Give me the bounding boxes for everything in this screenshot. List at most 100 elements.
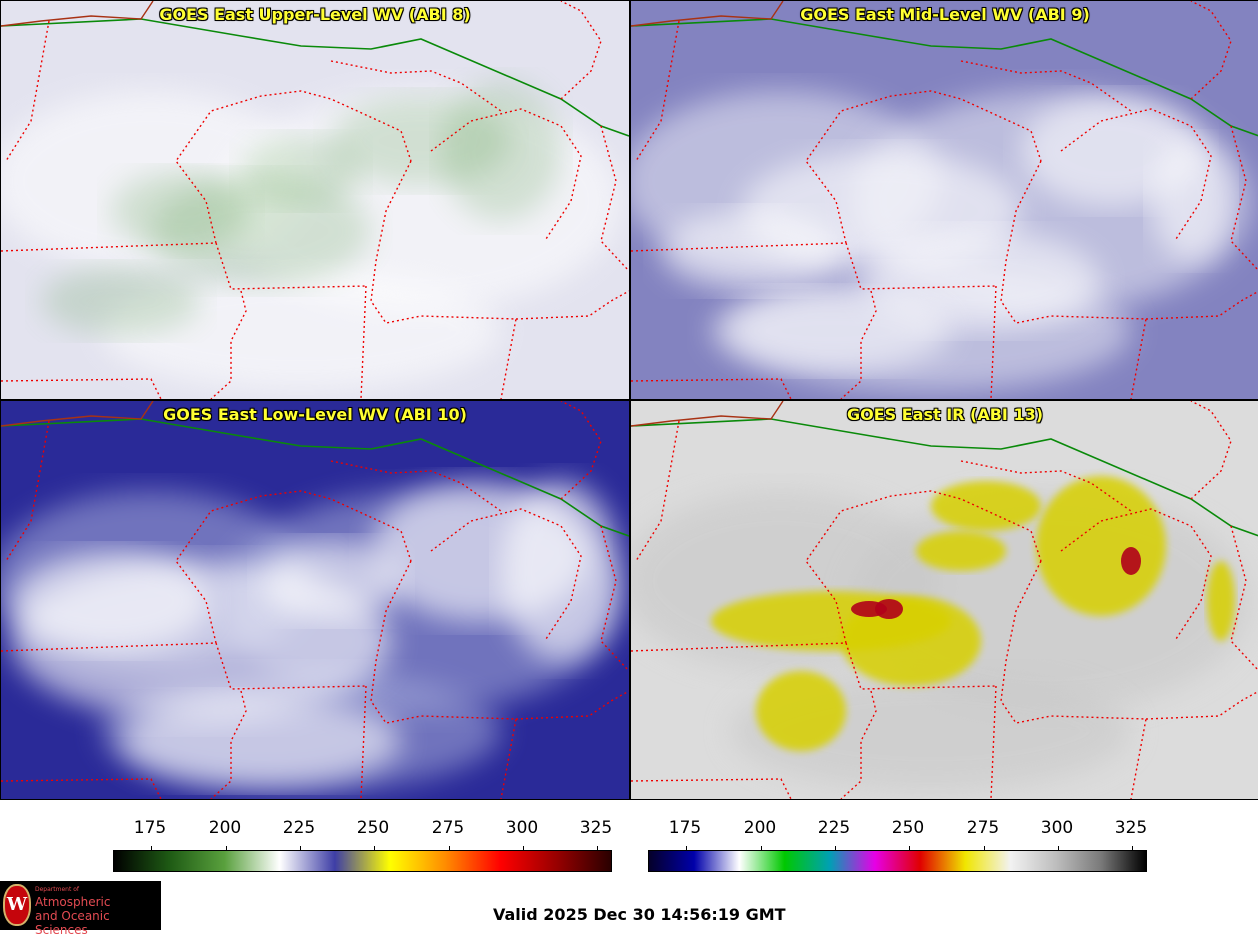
ir-colorbar bbox=[648, 846, 1147, 872]
boundary-line bbox=[990, 685, 997, 799]
boundary-line bbox=[1190, 1, 1232, 100]
cloud-feature bbox=[1036, 476, 1166, 616]
cloud-feature bbox=[11, 551, 211, 651]
boundary-line bbox=[175, 490, 412, 644]
boundary-line bbox=[5, 420, 50, 562]
tick-label: 275 bbox=[431, 818, 465, 838]
cloud-feature bbox=[41, 266, 201, 336]
boundary-line bbox=[1060, 108, 1212, 240]
boundary-line bbox=[1, 18, 629, 137]
boundary-line bbox=[845, 242, 997, 290]
cloud-feature bbox=[501, 481, 621, 661]
boundary-line bbox=[175, 90, 412, 244]
boundary-line bbox=[805, 90, 1042, 244]
tick-label: 325 bbox=[579, 818, 613, 838]
boundary-line bbox=[1, 1, 154, 27]
wv-colorbar bbox=[113, 846, 612, 872]
boundary-line bbox=[1145, 690, 1258, 720]
cloud-feature bbox=[241, 136, 361, 206]
boundary-line bbox=[1, 418, 629, 537]
tick-label: 250 bbox=[891, 818, 925, 838]
boundary-line bbox=[215, 642, 367, 690]
cloud-feature bbox=[1151, 141, 1231, 261]
boundary-line bbox=[631, 18, 1258, 137]
cold-cloud-top bbox=[875, 599, 903, 619]
cloud-feature bbox=[261, 541, 401, 621]
boundary-line bbox=[215, 242, 367, 290]
boundary-line bbox=[1, 778, 162, 799]
cloud-feature bbox=[441, 81, 561, 221]
panel-title: GOES East Upper-Level WV (ABI 8) bbox=[159, 5, 471, 24]
boundary-line bbox=[1, 642, 217, 652]
aos-logo: W Department of Atmospheric and Oceanic … bbox=[0, 881, 161, 937]
boundary-line bbox=[631, 242, 847, 252]
satellite-map bbox=[1, 1, 629, 399]
wv-colorbar-tick-labels: 175 200 225 250 275 300 325 bbox=[113, 818, 613, 840]
boundary-line bbox=[560, 1, 602, 100]
boundary-line bbox=[805, 490, 1042, 644]
boundary-line bbox=[631, 401, 784, 427]
boundary-line bbox=[845, 642, 997, 690]
boundary-line bbox=[330, 60, 502, 112]
boundary-line bbox=[631, 642, 847, 652]
logo-line: Department of bbox=[35, 886, 79, 893]
ir-panel: GOES East IR (ABI 13) bbox=[630, 400, 1258, 800]
boundary-line bbox=[631, 1, 784, 27]
satellite-map bbox=[1, 401, 629, 799]
boundary-line bbox=[1, 242, 217, 252]
cloud-feature bbox=[121, 696, 401, 786]
ir-colorbar-tick-labels: 175 200 225 250 275 300 325 bbox=[648, 818, 1147, 840]
boundary-line bbox=[1145, 290, 1258, 320]
tick-label: 250 bbox=[356, 818, 390, 838]
tick-label: 225 bbox=[817, 818, 851, 838]
cloud-feature bbox=[841, 596, 981, 686]
boundary-line bbox=[990, 285, 997, 399]
tick-label: 225 bbox=[282, 818, 316, 838]
cloud-feature bbox=[931, 481, 1041, 531]
boundary-line bbox=[370, 560, 517, 799]
panel-title: GOES East Mid-Level WV (ABI 9) bbox=[800, 5, 1090, 24]
boundary-line bbox=[370, 160, 517, 399]
boundary-line bbox=[430, 108, 582, 240]
cloud-feature bbox=[1207, 561, 1235, 641]
cloud-feature bbox=[711, 291, 951, 371]
tick-label: 200 bbox=[743, 818, 777, 838]
boundary-line bbox=[631, 778, 792, 799]
low-level-wv-panel: GOES East Low-Level WV (ABI 10) bbox=[0, 400, 630, 800]
tick-label: 275 bbox=[966, 818, 1000, 838]
mid-level-wv-panel: GOES East Mid-Level WV (ABI 9) bbox=[630, 0, 1258, 400]
logo-line: Atmospheric bbox=[35, 895, 111, 909]
boundary-line bbox=[430, 508, 582, 640]
boundary-line bbox=[1000, 560, 1147, 799]
tick-label: 300 bbox=[1040, 818, 1074, 838]
tick-label: 175 bbox=[668, 818, 702, 838]
boundary-line bbox=[631, 418, 1258, 537]
cloud-feature bbox=[916, 531, 1006, 571]
boundary-line bbox=[1000, 160, 1147, 399]
boundary-line bbox=[1060, 508, 1212, 640]
cloud-feature bbox=[111, 171, 251, 251]
boundary-line bbox=[360, 685, 367, 799]
tick-label: 175 bbox=[133, 818, 167, 838]
panel-title: GOES East IR (ABI 13) bbox=[846, 405, 1044, 424]
boundary-line bbox=[960, 460, 1132, 512]
cold-cloud-top bbox=[1121, 547, 1141, 575]
boundary-line bbox=[515, 690, 629, 720]
boundary-line bbox=[5, 20, 50, 162]
boundary-line bbox=[635, 20, 680, 162]
cloud-feature bbox=[661, 211, 841, 291]
boundary-line bbox=[1190, 401, 1232, 500]
logo-line: and Oceanic Sciences bbox=[35, 909, 110, 937]
boundary-line bbox=[560, 401, 602, 500]
boundary-line bbox=[960, 60, 1132, 112]
panel-title: GOES East Low-Level WV (ABI 10) bbox=[163, 405, 467, 424]
boundary-line bbox=[515, 290, 629, 320]
boundary-line bbox=[360, 285, 367, 399]
satellite-map bbox=[631, 1, 1258, 399]
boundary-line bbox=[1, 378, 162, 399]
boundary-line bbox=[330, 460, 502, 512]
boundary-line bbox=[631, 378, 792, 399]
boundary-line bbox=[1, 401, 154, 427]
uw-seal-icon: W bbox=[3, 884, 31, 926]
satellite-map bbox=[631, 401, 1258, 799]
